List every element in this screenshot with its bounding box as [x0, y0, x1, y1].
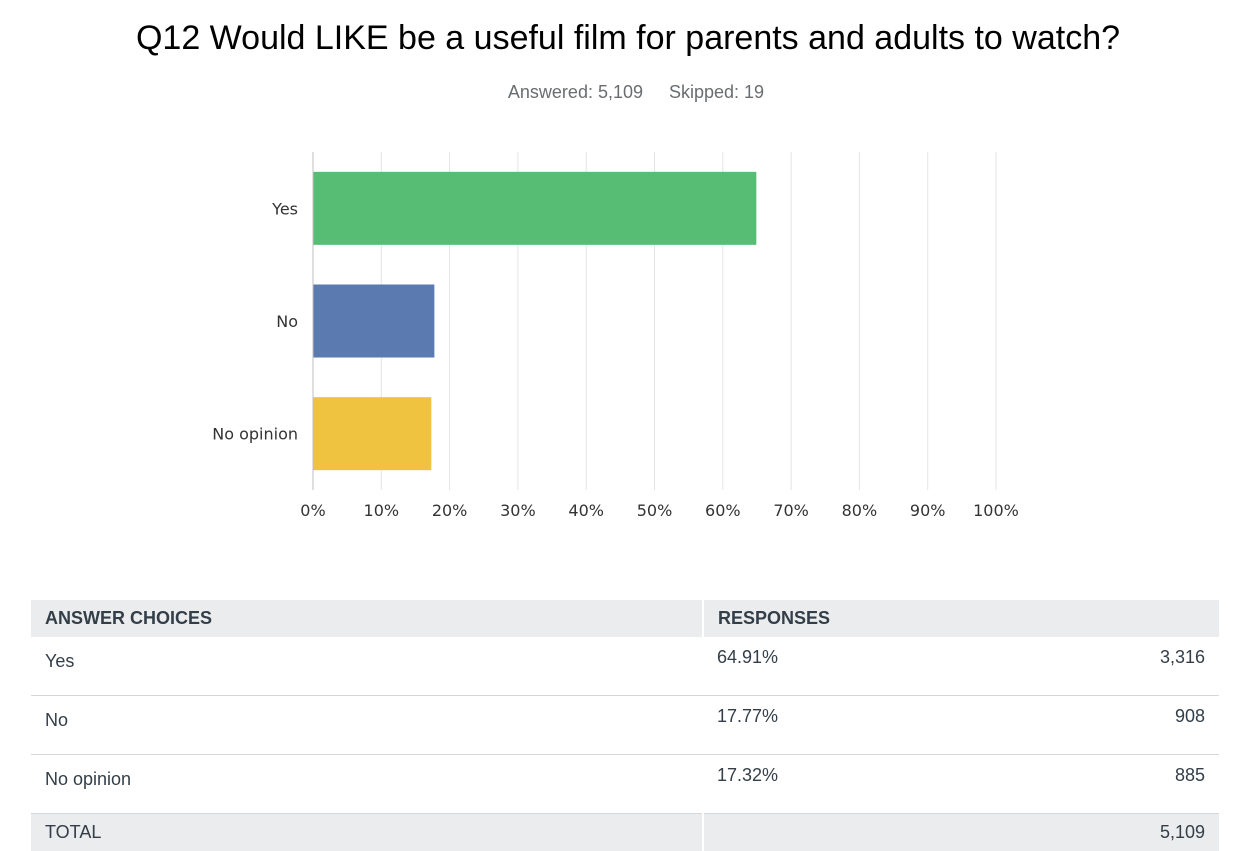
bar [313, 285, 434, 358]
x-tick-label: 40% [568, 501, 604, 520]
x-tick-label: 80% [842, 501, 878, 520]
question-title: Q12 Would LIKE be a useful film for pare… [0, 16, 1248, 60]
results-table: ANSWER CHOICES RESPONSES Yes 64.91% 3,31… [31, 600, 1219, 851]
answer-choice: No opinion [31, 755, 703, 814]
response-count: 908 [1175, 706, 1205, 727]
response-cell: 17.77% 908 [703, 696, 1219, 755]
table-header-row: ANSWER CHOICES RESPONSES [31, 600, 1219, 637]
total-row: TOTAL 5,109 [31, 814, 1219, 851]
response-cell: 17.32% 885 [703, 755, 1219, 814]
bar-chart: Yes No No opinion 0% 10% 20% 30% 40% 50% 60% 70% 8… [0, 140, 1248, 540]
table-row: No 17.77% 908 [31, 696, 1219, 755]
table-row: No opinion 17.32% 885 [31, 755, 1219, 814]
table-row: Yes 64.91% 3,316 [31, 637, 1219, 696]
bar [313, 397, 431, 470]
x-tick-label: 20% [432, 501, 468, 520]
x-tick-label: 10% [364, 501, 400, 520]
response-percent: 64.91% [717, 647, 778, 668]
skipped-count: Skipped: 19 [669, 82, 764, 102]
response-count: 3,316 [1160, 647, 1205, 668]
bar [313, 172, 756, 245]
response-summary: Answered: 5,109 Skipped: 19 [0, 80, 1248, 104]
response-percent: 17.32% [717, 765, 778, 786]
total-count: 5,109 [1160, 822, 1205, 843]
x-tick-label: 70% [773, 501, 809, 520]
x-tick-label: 90% [910, 501, 946, 520]
x-tick-label: 60% [705, 501, 741, 520]
x-axis-ticks: 0% 10% 20% 30% 40% 50% 60% 70% 80% 90% 100% [300, 501, 1019, 520]
bars [313, 172, 756, 470]
category-labels: Yes No No opinion [212, 199, 298, 443]
category-label: No [276, 312, 298, 331]
x-tick-label: 100% [973, 501, 1019, 520]
x-tick-label: 50% [637, 501, 673, 520]
response-cell: 64.91% 3,316 [703, 637, 1219, 696]
header-responses: RESPONSES [703, 600, 1219, 637]
category-label: Yes [271, 199, 298, 218]
total-label: TOTAL [31, 814, 703, 851]
answer-choice: No [31, 696, 703, 755]
response-percent: 17.77% [717, 706, 778, 727]
header-answer-choices: ANSWER CHOICES [31, 600, 703, 637]
category-label: No opinion [212, 425, 298, 444]
x-tick-label: 0% [300, 501, 325, 520]
total-cell: 5,109 [703, 814, 1219, 851]
answer-choice: Yes [31, 637, 703, 696]
answered-count: Answered: 5,109 [508, 82, 643, 102]
x-tick-label: 30% [500, 501, 536, 520]
response-count: 885 [1175, 765, 1205, 786]
